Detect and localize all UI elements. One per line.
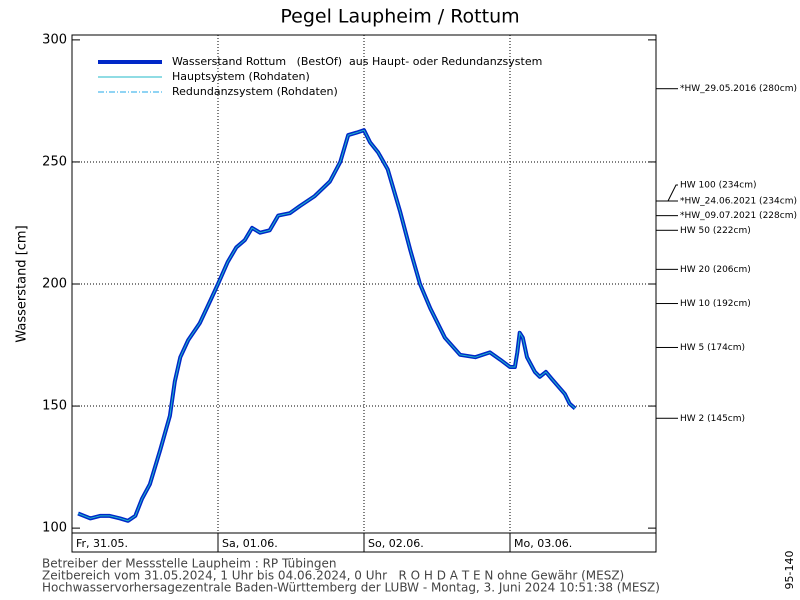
level-label: *HW_29.05.2016 (280cm) bbox=[680, 84, 797, 94]
x-tick-label: Sa, 01.06. bbox=[222, 537, 278, 550]
level-label: *HW_24.06.2021 (234cm) bbox=[680, 197, 797, 207]
level-label: HW 50 (222cm) bbox=[680, 226, 751, 236]
level-connector bbox=[667, 184, 678, 202]
legend-label: Hauptsystem (Rohdaten) bbox=[172, 70, 310, 83]
y-axis-label: Wasserstand [cm] bbox=[15, 225, 30, 342]
level-label: HW 100 (234cm) bbox=[680, 181, 756, 191]
side-code: 95-140 bbox=[783, 551, 796, 590]
legend-label: Redundanzsystem (Rohdaten) bbox=[172, 85, 338, 98]
footer-line: Hochwasservorhersagezentrale Baden-Württ… bbox=[42, 581, 660, 595]
y-tick-label: 250 bbox=[42, 154, 67, 169]
level-label: HW 20 (206cm) bbox=[680, 265, 751, 275]
y-tick-label: 200 bbox=[42, 277, 67, 292]
level-label: HW 2 (145cm) bbox=[680, 414, 745, 424]
data-line-core bbox=[77, 129, 576, 522]
level-label: HW 10 (192cm) bbox=[680, 299, 751, 309]
y-tick-label: 150 bbox=[42, 399, 67, 414]
level-label: *HW_09.07.2021 (228cm) bbox=[680, 211, 797, 221]
footer-line: Zeitbereich vom 31.05.2024, 1 Uhr bis 04… bbox=[42, 569, 624, 583]
y-tick-label: 100 bbox=[42, 521, 67, 536]
x-tick-label: Mo, 03.06. bbox=[514, 537, 572, 550]
footer-line: Betreiber der Messstelle Laupheim : RP T… bbox=[42, 557, 336, 571]
x-tick-label: Fr, 31.05. bbox=[76, 537, 128, 550]
level-label: HW 5 (174cm) bbox=[680, 343, 745, 353]
x-tick-label: So, 02.06. bbox=[368, 537, 424, 550]
legend-label: Wasserstand Rottum (BestOf) aus Haupt- o… bbox=[172, 55, 542, 68]
chart-title: Pegel Laupheim / Rottum bbox=[280, 6, 519, 28]
data-line bbox=[77, 128, 577, 523]
y-tick-label: 300 bbox=[42, 32, 67, 47]
